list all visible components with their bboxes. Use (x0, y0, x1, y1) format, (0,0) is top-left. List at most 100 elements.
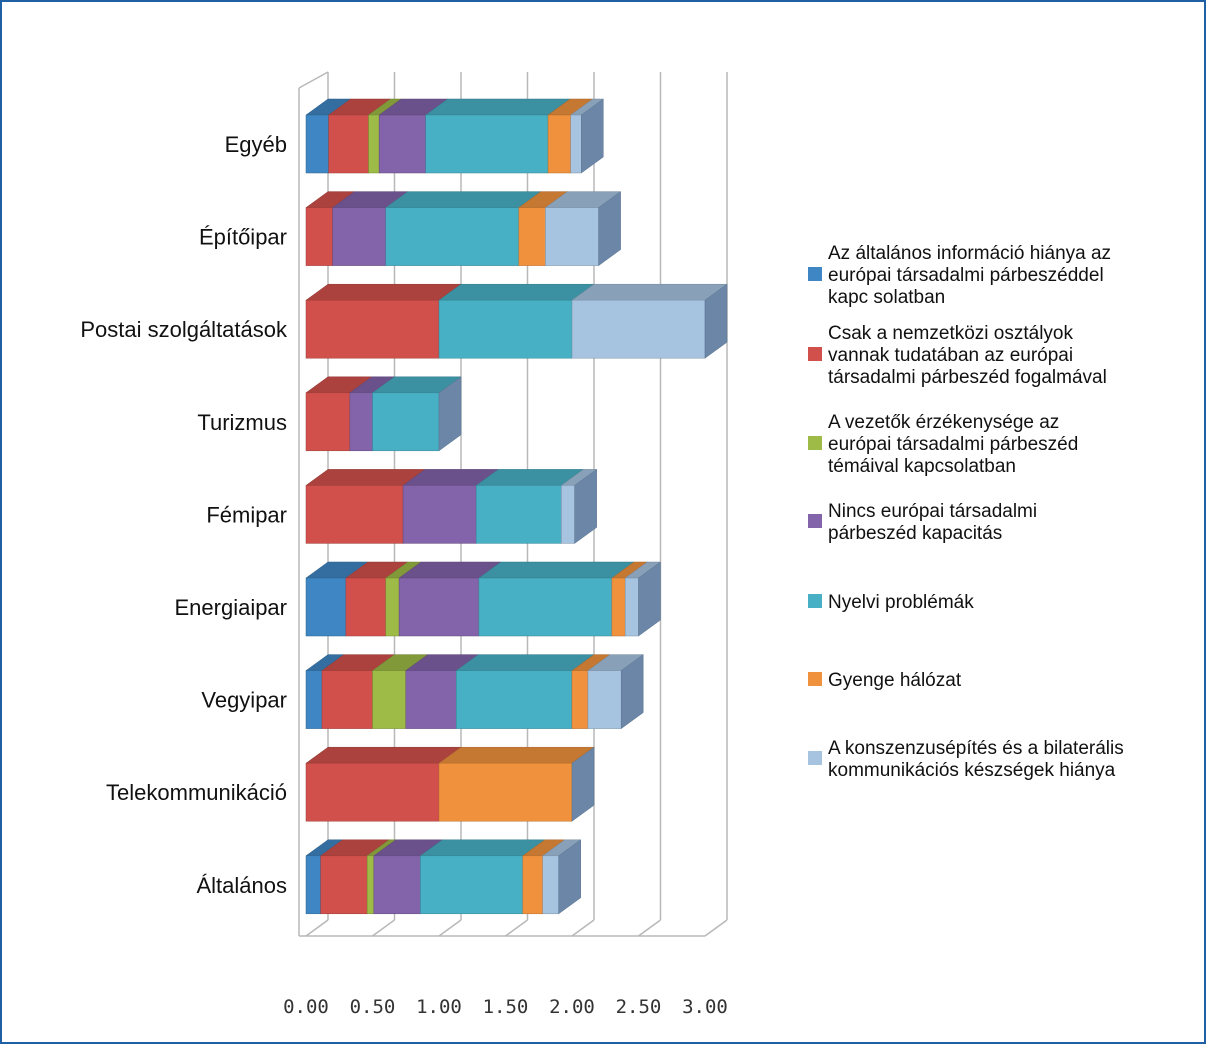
bar-segment (545, 207, 599, 266)
bar-segment (425, 114, 549, 174)
legend-swatch (808, 267, 822, 281)
floor-gridline (571, 919, 595, 937)
bar-segment (561, 485, 575, 544)
bar-top-face (455, 654, 595, 671)
bar-segment (571, 670, 589, 729)
bar-segment (305, 299, 440, 359)
bar-segment (345, 577, 387, 637)
bar-segment (320, 855, 368, 915)
floor-gridline (638, 919, 661, 937)
x-tick-label: 1.00 (416, 996, 462, 1018)
bar-segment (372, 392, 440, 452)
legend-swatch (808, 594, 822, 608)
category-label: Építőipar (199, 225, 287, 250)
bar-segment (456, 670, 573, 729)
x-tick-label: 0.50 (350, 996, 396, 1018)
legend-entry: Nincs európai társadalmi párbeszéd kapaci… (828, 501, 1037, 544)
bar-top-face (305, 283, 462, 301)
x-tick-label: 2.50 (616, 996, 662, 1018)
floor-gridline (305, 919, 329, 937)
bar-side-face (558, 839, 581, 915)
x-tick-label: 3.00 (682, 996, 728, 1018)
bar-segment (305, 577, 347, 637)
bar-segment (349, 392, 373, 452)
bar-segment (305, 485, 404, 544)
bar-top-face (478, 561, 635, 579)
bar-segment (372, 670, 406, 729)
x-tick-label: 2.00 (549, 996, 595, 1018)
bar-segment (420, 855, 524, 915)
bar-segment (385, 577, 400, 637)
bar-segment (332, 207, 387, 266)
category-label: Általános (196, 873, 287, 898)
category-label: Telekommunikáció (106, 780, 287, 805)
bar-segment (571, 299, 706, 359)
bar-segment (321, 670, 373, 729)
bar-side-face (574, 468, 597, 544)
legend-entry: A vezetők érzékenysége az európai társada… (828, 412, 1078, 477)
legend-entry: Csak a nemzetközi osztályok vannak tudatá… (828, 323, 1107, 388)
bar-top-face (385, 191, 542, 208)
x-tick-label: 0.00 (283, 996, 329, 1018)
bar-side-face (438, 376, 462, 452)
bar-segment (587, 670, 622, 729)
bar-segment (570, 114, 582, 174)
bar-top-face (424, 98, 571, 116)
category-label: Vegyipar (201, 688, 287, 713)
bar-segment (328, 114, 369, 174)
bar-segment (522, 855, 543, 915)
category-label: Turizmus (197, 410, 287, 435)
legend-swatch (808, 672, 822, 686)
legend-swatch (808, 751, 822, 765)
bar-segment (373, 855, 421, 915)
bar-segment (611, 577, 626, 637)
bar-segment (305, 392, 351, 452)
bar-segment (305, 670, 323, 729)
floor-gridline (505, 919, 528, 937)
bar-side-face (638, 561, 661, 637)
bar-side-face (571, 746, 595, 822)
legend-entry: Nyelvi problémák (828, 592, 974, 613)
bar-top-face (438, 746, 595, 764)
category-label: Egyéb (225, 132, 287, 157)
legend-swatch (808, 514, 822, 528)
bar-segment (305, 855, 321, 915)
bar-side-face (581, 98, 604, 174)
bar-segment (398, 577, 480, 637)
bar-segment (542, 855, 559, 915)
legend-swatch (808, 436, 822, 450)
bar-segment (405, 670, 457, 729)
legend-entry: Az általános információ hiánya az európai… (828, 243, 1111, 308)
bar-segment (478, 577, 613, 637)
bar-side-face (598, 191, 621, 267)
bar-segment (402, 485, 477, 544)
bar-segment (547, 114, 571, 174)
bar-segment (368, 114, 380, 174)
bar-segment (305, 762, 440, 822)
bar-segment (366, 855, 375, 915)
floor-gridline (372, 919, 395, 937)
bar-top-face (438, 283, 595, 301)
bar-side-face (704, 283, 728, 359)
floor-gridline (704, 919, 728, 937)
bar-top-face (305, 746, 462, 764)
legend-entry: A konszenzusépítés és a bilaterális kommu… (828, 738, 1124, 781)
bar-segment (438, 299, 573, 359)
legend-swatch (808, 347, 822, 361)
x-tick-label: 1.50 (483, 996, 529, 1018)
axis-wall-top (298, 71, 329, 89)
bar-segment (475, 485, 562, 544)
bar-top-face (571, 283, 728, 301)
bar-segment (378, 114, 426, 174)
bar-segment (438, 762, 573, 822)
bar-segment (385, 207, 520, 266)
bar-segment (624, 577, 639, 637)
bar-segment (518, 207, 546, 266)
bar-side-face (620, 654, 644, 730)
category-label: Energiaipar (174, 595, 287, 620)
floor-gridline (438, 919, 462, 937)
bar-segment (305, 207, 333, 266)
legend-entry: Gyenge hálózat (828, 670, 962, 691)
